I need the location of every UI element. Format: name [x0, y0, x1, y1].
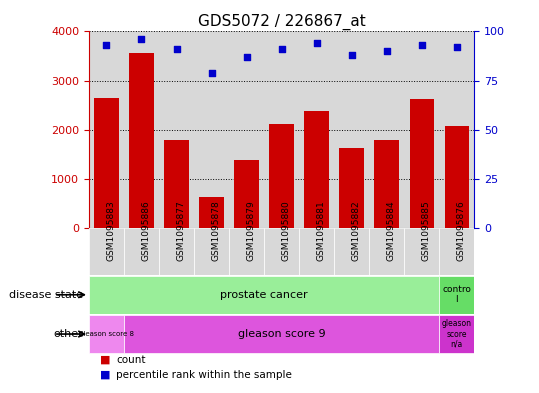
Bar	[89, 31, 124, 228]
Text: GSM1095884: GSM1095884	[387, 200, 396, 261]
Bar	[194, 31, 229, 228]
Text: percentile rank within the sample: percentile rank within the sample	[116, 369, 292, 380]
Title: GDS5072 / 226867_at: GDS5072 / 226867_at	[198, 14, 365, 30]
Bar	[340, 148, 364, 228]
Bar	[89, 228, 124, 275]
Bar	[264, 31, 299, 228]
Bar	[375, 140, 399, 228]
Text: prostate cancer: prostate cancer	[220, 290, 308, 300]
Text: GSM1095878: GSM1095878	[211, 200, 220, 261]
Bar	[229, 31, 264, 228]
Text: contro
l: contro l	[443, 285, 471, 305]
Point	[418, 42, 426, 48]
Bar	[124, 315, 439, 353]
Bar	[164, 140, 189, 228]
Bar	[439, 31, 474, 228]
Bar	[439, 315, 474, 353]
Bar	[369, 228, 404, 275]
Text: GSM1095883: GSM1095883	[107, 200, 115, 261]
Bar	[334, 228, 369, 275]
Bar	[159, 31, 194, 228]
Text: GSM1095880: GSM1095880	[281, 200, 291, 261]
Text: GSM1095881: GSM1095881	[317, 200, 326, 261]
Bar	[159, 228, 194, 275]
Text: GSM1095886: GSM1095886	[141, 200, 150, 261]
Point	[277, 46, 286, 52]
Text: GSM1095877: GSM1095877	[177, 200, 185, 261]
Bar	[270, 124, 294, 228]
Bar	[369, 31, 404, 228]
Bar	[94, 98, 119, 228]
Bar	[234, 160, 259, 228]
Bar	[89, 315, 124, 353]
Text: disease state: disease state	[9, 290, 84, 300]
Point	[207, 70, 216, 76]
Text: other: other	[54, 329, 84, 339]
Bar	[194, 228, 229, 275]
Bar	[124, 31, 159, 228]
Bar	[410, 99, 434, 228]
Text: GSM1095879: GSM1095879	[247, 200, 255, 261]
Text: ■: ■	[100, 369, 110, 380]
Text: GSM1095882: GSM1095882	[352, 200, 361, 261]
Point	[453, 44, 461, 50]
Bar	[445, 126, 469, 228]
Bar	[124, 228, 159, 275]
Point	[102, 42, 111, 48]
Bar	[129, 53, 154, 228]
Point	[348, 52, 356, 58]
Bar	[334, 31, 369, 228]
Bar	[404, 31, 439, 228]
Bar	[305, 111, 329, 228]
Bar	[439, 276, 474, 314]
Bar	[404, 228, 439, 275]
Point	[137, 36, 146, 42]
Text: GSM1095885: GSM1095885	[422, 200, 431, 261]
Text: ■: ■	[100, 354, 110, 365]
Text: gleason
score
n/a: gleason score n/a	[442, 319, 472, 349]
Point	[313, 40, 321, 46]
Text: GSM1095876: GSM1095876	[457, 200, 466, 261]
Text: gleason score 8: gleason score 8	[79, 331, 134, 337]
Bar	[229, 228, 264, 275]
Bar	[439, 228, 474, 275]
Text: gleason score 9: gleason score 9	[238, 329, 326, 339]
Bar	[199, 197, 224, 228]
Point	[383, 48, 391, 54]
Point	[172, 46, 181, 52]
Bar	[299, 228, 334, 275]
Bar	[299, 31, 334, 228]
Point	[243, 54, 251, 60]
Text: count: count	[116, 354, 146, 365]
Bar	[264, 228, 299, 275]
